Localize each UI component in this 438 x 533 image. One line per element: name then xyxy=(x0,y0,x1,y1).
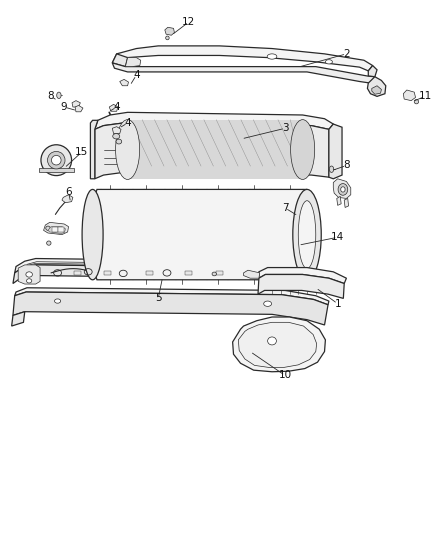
Ellipse shape xyxy=(328,166,333,172)
Polygon shape xyxy=(72,101,80,107)
Polygon shape xyxy=(52,227,58,232)
Ellipse shape xyxy=(116,139,121,144)
Ellipse shape xyxy=(413,100,418,104)
Polygon shape xyxy=(112,127,121,134)
Polygon shape xyxy=(328,124,341,179)
Text: 10: 10 xyxy=(278,370,291,381)
Polygon shape xyxy=(14,288,328,305)
Ellipse shape xyxy=(325,60,332,64)
Ellipse shape xyxy=(267,337,276,345)
Text: 11: 11 xyxy=(417,91,431,101)
Polygon shape xyxy=(39,168,74,172)
Polygon shape xyxy=(332,179,350,198)
Polygon shape xyxy=(112,54,127,67)
Ellipse shape xyxy=(82,189,103,280)
Polygon shape xyxy=(185,271,192,275)
Ellipse shape xyxy=(41,145,71,175)
Ellipse shape xyxy=(290,119,314,180)
Polygon shape xyxy=(95,123,328,179)
Polygon shape xyxy=(104,271,111,275)
Polygon shape xyxy=(125,58,141,67)
Polygon shape xyxy=(48,227,65,233)
Text: 4: 4 xyxy=(113,102,120,112)
Polygon shape xyxy=(92,189,306,280)
Polygon shape xyxy=(127,119,302,180)
Polygon shape xyxy=(243,270,259,278)
Polygon shape xyxy=(343,198,348,207)
Polygon shape xyxy=(164,27,174,35)
Ellipse shape xyxy=(54,299,60,303)
Polygon shape xyxy=(90,120,98,179)
Ellipse shape xyxy=(26,279,32,283)
Text: 9: 9 xyxy=(61,102,67,112)
Text: 14: 14 xyxy=(330,232,343,243)
Text: 1: 1 xyxy=(334,298,340,309)
Polygon shape xyxy=(18,265,40,284)
Polygon shape xyxy=(13,265,314,287)
Polygon shape xyxy=(146,271,152,275)
Polygon shape xyxy=(58,227,64,232)
Polygon shape xyxy=(95,112,332,130)
Ellipse shape xyxy=(165,36,169,40)
Polygon shape xyxy=(238,322,316,368)
Polygon shape xyxy=(43,222,68,235)
Text: 6: 6 xyxy=(65,187,72,197)
Polygon shape xyxy=(371,86,381,94)
Polygon shape xyxy=(62,195,73,203)
Text: 4: 4 xyxy=(124,118,131,128)
Ellipse shape xyxy=(292,189,321,280)
Polygon shape xyxy=(112,46,372,71)
Ellipse shape xyxy=(212,272,216,276)
Ellipse shape xyxy=(115,119,139,180)
Polygon shape xyxy=(367,66,376,77)
Ellipse shape xyxy=(297,201,315,269)
Ellipse shape xyxy=(46,226,50,230)
Ellipse shape xyxy=(340,187,344,192)
Polygon shape xyxy=(258,274,343,298)
Text: 12: 12 xyxy=(182,17,195,27)
Text: 4: 4 xyxy=(133,70,139,80)
Polygon shape xyxy=(74,271,81,275)
Ellipse shape xyxy=(263,301,271,306)
Ellipse shape xyxy=(51,156,61,165)
Text: 2: 2 xyxy=(343,49,349,59)
Polygon shape xyxy=(232,317,325,372)
Text: 8: 8 xyxy=(343,160,349,171)
Polygon shape xyxy=(215,271,223,275)
Polygon shape xyxy=(367,77,385,96)
Text: 3: 3 xyxy=(281,123,288,133)
Polygon shape xyxy=(403,90,415,101)
Polygon shape xyxy=(112,63,374,83)
Polygon shape xyxy=(120,79,128,86)
Polygon shape xyxy=(336,196,340,205)
Ellipse shape xyxy=(267,54,276,59)
Text: 15: 15 xyxy=(75,147,88,157)
Polygon shape xyxy=(12,312,25,326)
Polygon shape xyxy=(109,104,118,111)
Ellipse shape xyxy=(26,272,32,277)
Text: 5: 5 xyxy=(155,293,161,303)
Polygon shape xyxy=(258,268,346,284)
Ellipse shape xyxy=(47,151,65,169)
Polygon shape xyxy=(75,106,83,112)
Ellipse shape xyxy=(46,241,51,245)
Polygon shape xyxy=(14,259,315,276)
Text: 8: 8 xyxy=(48,91,54,101)
Ellipse shape xyxy=(113,134,120,139)
Text: 7: 7 xyxy=(281,203,288,213)
Ellipse shape xyxy=(57,92,61,99)
Ellipse shape xyxy=(337,183,347,195)
Polygon shape xyxy=(13,292,327,325)
